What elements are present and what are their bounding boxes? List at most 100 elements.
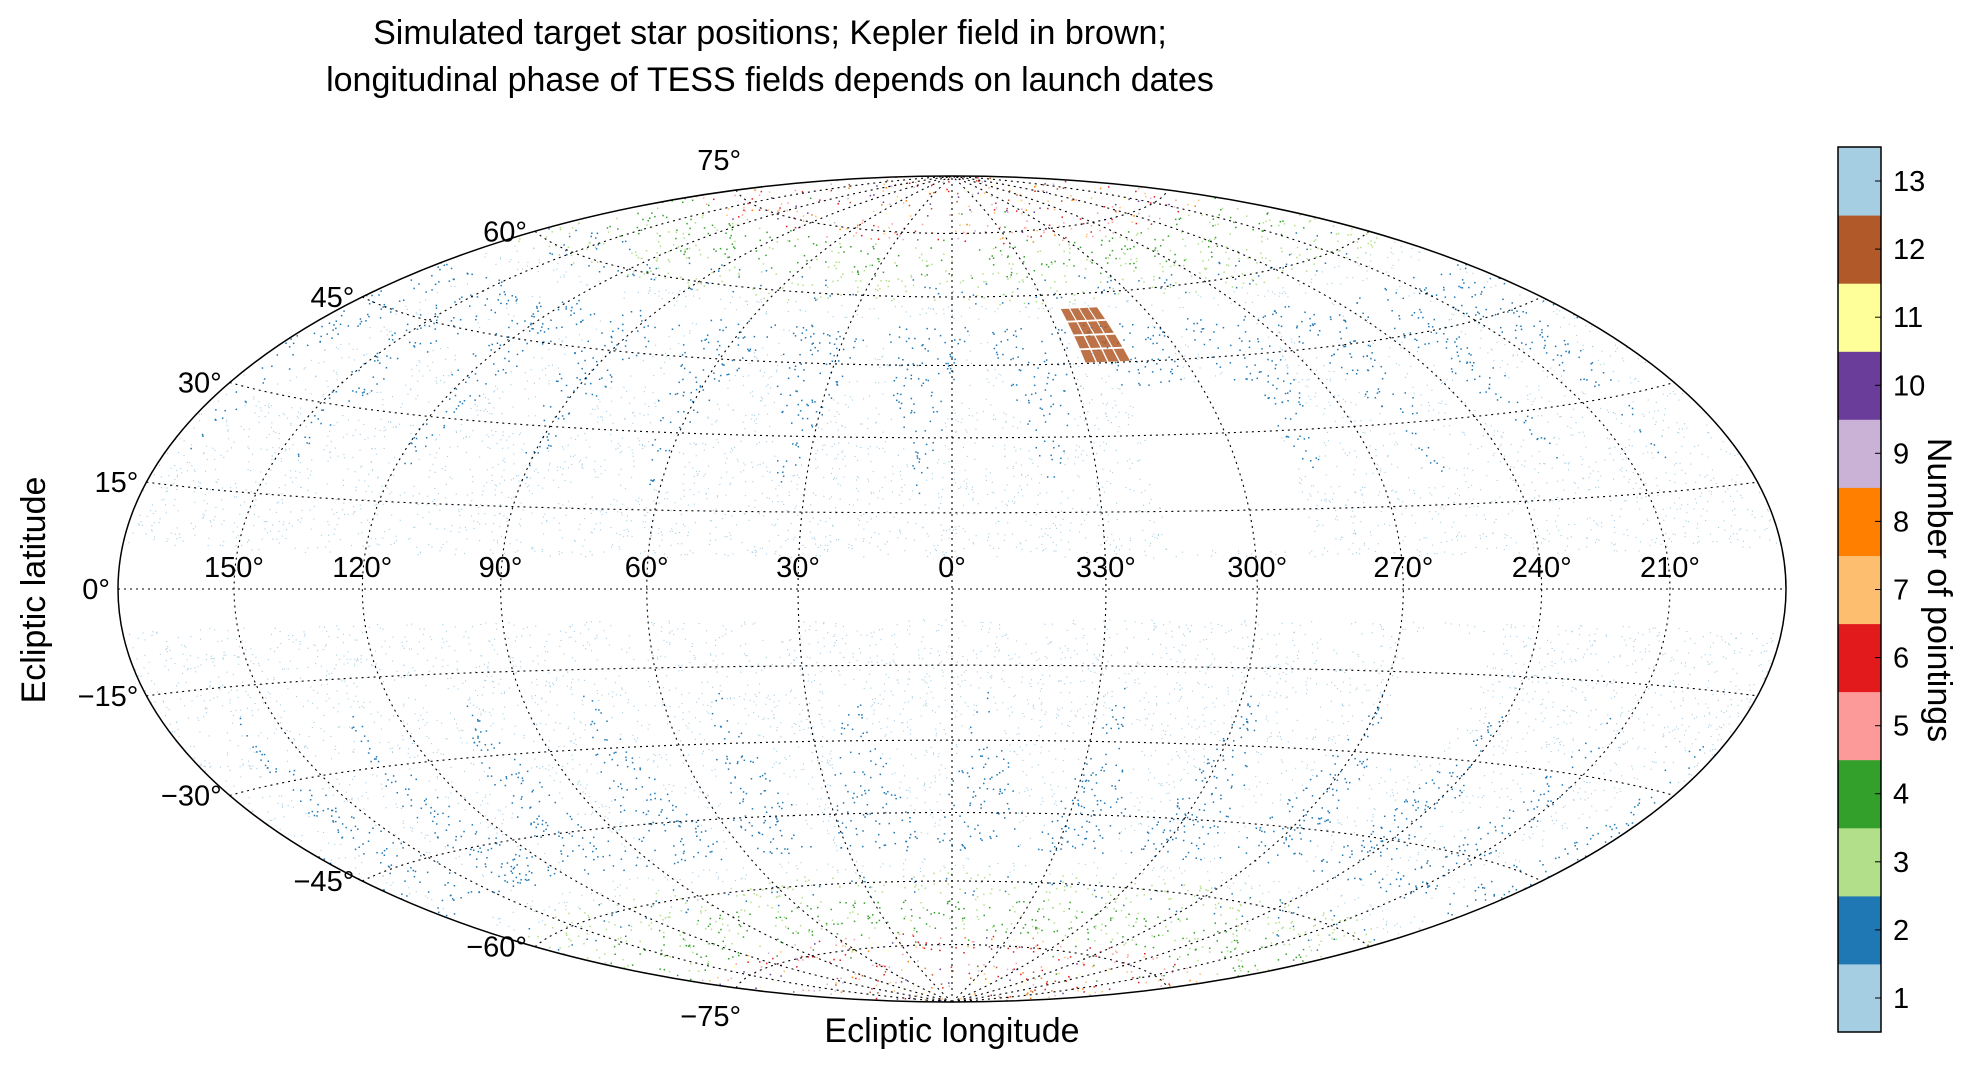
star-point (580, 632, 582, 634)
star-point (1490, 348, 1492, 350)
star-point (1718, 527, 1720, 529)
star-point (1639, 487, 1641, 489)
star-point (1166, 673, 1168, 675)
star-point (1340, 690, 1342, 692)
star-point (282, 412, 284, 414)
star-point (883, 233, 886, 235)
star-point (872, 964, 874, 967)
star-point (221, 523, 223, 525)
star-point (567, 762, 569, 764)
star-point (756, 300, 758, 302)
star-point (1686, 427, 1688, 429)
star-point (1618, 747, 1620, 749)
star-point (505, 806, 507, 808)
star-point (795, 205, 797, 207)
star-point (910, 274, 912, 277)
star-point (1015, 462, 1017, 464)
star-point (992, 176, 994, 179)
star-point (1135, 190, 1137, 193)
star-point (1288, 305, 1290, 308)
star-point (343, 800, 345, 802)
star-point (971, 755, 973, 758)
star-point (1520, 328, 1523, 331)
star-point (423, 647, 425, 649)
star-point (817, 759, 819, 761)
star-point (972, 542, 974, 544)
star-point (1125, 863, 1127, 865)
star-point (944, 422, 946, 424)
star-point (1218, 261, 1220, 264)
star-point (836, 977, 839, 980)
star-point (183, 454, 185, 456)
star-point (1305, 955, 1308, 957)
star-point (1367, 369, 1370, 372)
star-point (1403, 333, 1405, 335)
star-point (1144, 754, 1146, 756)
star-point (519, 763, 521, 766)
star-point (1247, 636, 1249, 638)
star-point (176, 470, 178, 472)
star-point (1241, 683, 1243, 685)
star-point (776, 369, 778, 371)
star-point (1626, 741, 1628, 743)
star-point (1075, 449, 1077, 451)
star-point (1065, 787, 1067, 789)
star-point (925, 702, 927, 704)
star-point (1107, 536, 1109, 538)
star-point (244, 501, 246, 503)
star-point (1644, 748, 1646, 750)
star-point (1324, 262, 1327, 264)
star-point (414, 699, 416, 701)
star-point (1443, 508, 1445, 510)
star-point (1551, 467, 1553, 469)
star-point (1111, 691, 1113, 693)
star-point (1465, 263, 1467, 266)
star-point (678, 381, 680, 384)
star-point (886, 921, 889, 924)
star-point (292, 789, 295, 791)
star-point (867, 253, 869, 255)
star-point (820, 544, 822, 546)
star-point (689, 550, 691, 552)
star-point (466, 742, 468, 744)
star-point (776, 955, 778, 957)
star-point (680, 821, 682, 824)
star-point (827, 784, 829, 786)
star-point (1335, 670, 1337, 672)
star-point (1042, 550, 1044, 552)
star-point (1032, 937, 1034, 940)
star-point (611, 800, 613, 802)
star-point (969, 384, 971, 386)
star-point (339, 726, 341, 728)
star-point (1366, 390, 1368, 393)
star-point (972, 491, 974, 493)
star-point (729, 269, 731, 271)
star-point (1531, 417, 1533, 419)
star-point (1199, 889, 1201, 892)
star-point (1267, 923, 1270, 925)
star-point (726, 214, 728, 217)
star-point (782, 353, 785, 356)
star-point (696, 443, 698, 445)
star-point (1391, 858, 1393, 860)
star-point (363, 808, 365, 810)
star-point (1011, 711, 1013, 713)
star-point (1503, 893, 1506, 896)
star-point (1480, 537, 1482, 539)
star-point (731, 359, 734, 362)
star-point (1473, 505, 1475, 507)
star-point (571, 227, 574, 229)
star-point (1188, 797, 1191, 800)
star-point (898, 336, 901, 338)
star-point (445, 829, 448, 831)
star-point (1327, 440, 1329, 442)
star-point (856, 380, 858, 382)
star-point (1236, 935, 1238, 937)
star-point (888, 280, 890, 282)
star-point (1408, 837, 1410, 840)
star-point (760, 966, 763, 968)
star-point (537, 271, 539, 273)
star-point (1096, 505, 1098, 507)
star-point (365, 782, 367, 784)
star-point (807, 783, 809, 785)
